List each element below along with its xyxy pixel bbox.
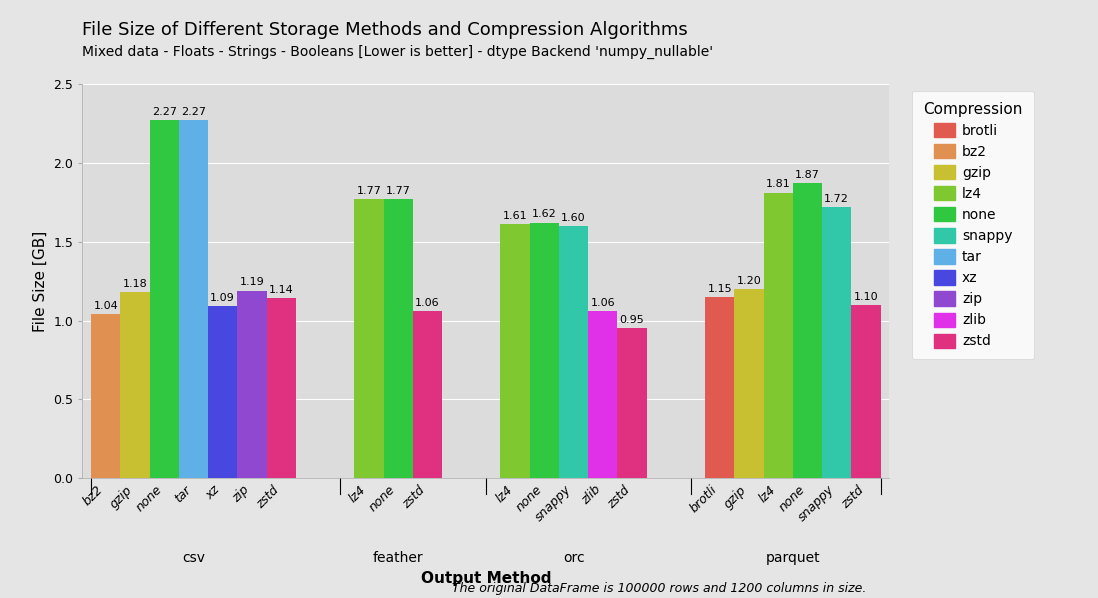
Text: 1.20: 1.20	[737, 276, 761, 286]
Text: feather: feather	[373, 551, 424, 565]
Text: 1.14: 1.14	[269, 285, 293, 295]
Text: 1.09: 1.09	[211, 293, 235, 303]
Text: 1.06: 1.06	[591, 298, 615, 308]
Bar	[501, 224, 529, 478]
Bar	[91, 314, 121, 478]
Text: File Size of Different Storage Methods and Compression Algorithms: File Size of Different Storage Methods a…	[82, 21, 688, 39]
Text: 1.72: 1.72	[825, 194, 849, 204]
Text: 1.60: 1.60	[561, 213, 586, 222]
Text: 1.06: 1.06	[415, 298, 439, 308]
Text: The original DataFrame is 100000 rows and 1200 columns in size.: The original DataFrame is 100000 rows an…	[451, 582, 866, 595]
Bar	[793, 183, 822, 478]
Bar	[735, 289, 763, 478]
Bar	[559, 226, 589, 478]
Text: 1.19: 1.19	[239, 277, 265, 288]
Bar	[121, 292, 149, 478]
Bar	[355, 199, 383, 478]
Bar	[617, 328, 647, 478]
Text: 1.77: 1.77	[357, 186, 381, 196]
Bar	[529, 222, 559, 478]
Bar	[383, 199, 413, 478]
Bar	[413, 311, 442, 478]
Bar	[267, 298, 295, 478]
Legend: brotli, bz2, gzip, lz4, none, snappy, tar, xz, zip, zlib, zstd: brotli, bz2, gzip, lz4, none, snappy, ta…	[912, 91, 1034, 359]
Bar	[705, 297, 735, 478]
Text: 1.15: 1.15	[707, 283, 732, 294]
Text: 1.87: 1.87	[795, 170, 820, 180]
Text: 1.04: 1.04	[93, 301, 119, 311]
Text: parquet: parquet	[765, 551, 820, 565]
Bar	[589, 311, 617, 478]
Text: orc: orc	[563, 551, 584, 565]
Text: 1.77: 1.77	[385, 186, 411, 196]
Y-axis label: File Size [GB]: File Size [GB]	[33, 230, 48, 332]
Text: Mixed data - Floats - Strings - Booleans [Lower is better] - dtype Backend 'nump: Mixed data - Floats - Strings - Booleans…	[82, 45, 714, 59]
Bar	[179, 120, 209, 478]
Text: 1.18: 1.18	[123, 279, 147, 289]
Text: csv: csv	[182, 551, 205, 565]
Text: Output Method: Output Method	[421, 571, 551, 586]
Bar	[237, 291, 267, 478]
Bar	[763, 193, 793, 478]
Text: 2.27: 2.27	[152, 107, 177, 117]
Text: 2.27: 2.27	[181, 107, 206, 117]
Text: 1.61: 1.61	[503, 211, 527, 221]
Bar	[822, 207, 851, 478]
Bar	[149, 120, 179, 478]
Bar	[209, 306, 237, 478]
Bar	[851, 305, 881, 478]
Text: 1.81: 1.81	[766, 179, 791, 190]
Text: 1.62: 1.62	[531, 209, 557, 219]
Text: 1.10: 1.10	[853, 292, 878, 301]
Text: 0.95: 0.95	[619, 315, 645, 325]
